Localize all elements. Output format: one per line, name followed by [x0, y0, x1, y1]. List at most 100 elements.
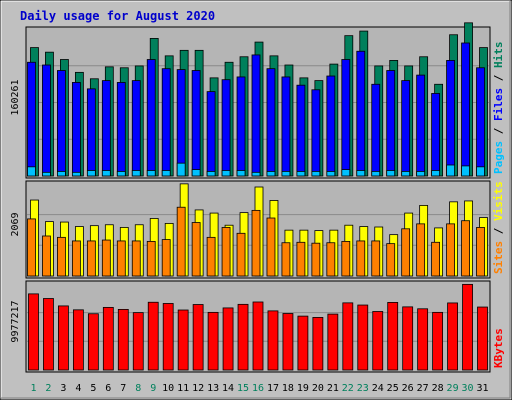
legend-text: /: [492, 121, 505, 141]
bar-pages-24: [371, 171, 381, 177]
bar-files-1: [27, 61, 36, 177]
bar-files-8: [131, 80, 141, 177]
bar-kbytes-7: [117, 308, 129, 371]
x-tick-label: 9: [150, 383, 156, 394]
bar-pages-4: [71, 171, 81, 177]
x-tick-label: 20: [312, 383, 324, 394]
bar-kbytes-8: [132, 312, 144, 371]
x-tick-label: 15: [237, 383, 249, 394]
bar-pages-6: [101, 170, 111, 177]
bar-kbytes-6: [102, 306, 114, 371]
bar-pages-30: [461, 165, 470, 177]
x-tick-label: 13: [207, 383, 219, 394]
bar-files-20: [311, 89, 321, 177]
legend-text: /: [492, 221, 505, 241]
bar-files-21: [326, 75, 336, 177]
bar-files-5: [86, 88, 96, 177]
x-tick-label: 18: [282, 383, 294, 394]
bar-pages-7: [116, 171, 126, 177]
bar-files-28: [431, 93, 441, 177]
bar-kbytes-9: [147, 301, 159, 371]
bar-files-4: [71, 82, 81, 177]
bar-pages-13: [206, 171, 216, 177]
x-tick-label: 31: [476, 383, 488, 394]
bar-sites-23: [356, 240, 366, 277]
x-tick-label: 7: [120, 383, 126, 394]
bar-sites-18: [281, 242, 291, 277]
bar-kbytes-1: [28, 293, 39, 371]
y-max-label: 9977217: [10, 300, 21, 342]
bar-pages-2: [42, 171, 51, 177]
bar-pages-12: [191, 169, 201, 177]
bar-files-15: [236, 76, 246, 177]
x-tick-label: 10: [162, 383, 174, 394]
bar-sites-31: [476, 227, 485, 277]
x-axis-ticks: 1 2 3 4 5 6 7 8 9 10 11 12 13 14 15 16 17 18 19 20 21 22 23 24 2…: [30, 383, 488, 394]
x-tick-label: 17: [267, 383, 279, 394]
bar-pages-3: [57, 171, 66, 177]
bar-sites-13: [206, 236, 216, 277]
bar-kbytes-24: [372, 311, 384, 371]
x-tick-label: 1: [30, 383, 36, 394]
x-tick-label: 4: [75, 383, 81, 394]
bar-kbytes-26: [402, 306, 414, 371]
bar-files-9: [146, 59, 156, 177]
bar-files-25: [386, 70, 396, 177]
legend-text: Pages: [492, 141, 505, 174]
legend-text: /: [492, 68, 505, 88]
bar-pages-1: [27, 166, 36, 177]
bar-files-30: [461, 42, 470, 177]
bar-pages-10: [161, 170, 171, 177]
bar-pages-28: [431, 170, 441, 177]
bar-pages-21: [326, 171, 336, 177]
bar-sites-25: [386, 243, 396, 277]
bar-kbytes-14: [222, 307, 234, 371]
bar-pages-17: [266, 171, 276, 177]
bar-kbytes-19: [297, 315, 309, 371]
bar-pages-18: [281, 171, 291, 177]
bar-sites-17: [266, 217, 276, 277]
bar-files-16: [251, 54, 261, 177]
bar-pages-16: [251, 171, 261, 177]
x-tick-label: 25: [387, 383, 399, 394]
bar-pages-15: [236, 170, 246, 177]
x-tick-label: 5: [90, 383, 96, 394]
bar-pages-29: [446, 164, 455, 177]
bar-files-22: [341, 59, 351, 177]
bar-files-14: [221, 79, 231, 177]
bar-files-11: [176, 69, 186, 177]
bar-files-19: [296, 84, 306, 177]
x-tick-label: 14: [222, 383, 234, 394]
bar-kbytes-12: [192, 304, 204, 371]
bar-kbytes-29: [447, 302, 458, 371]
bar-kbytes-17: [267, 310, 279, 371]
series-legend: Pages / Files / Hits: [492, 42, 505, 175]
x-tick-label: 26: [402, 383, 414, 394]
bar-sites-26: [401, 228, 411, 277]
legend-text: Files: [492, 88, 505, 121]
bar-sites-28: [431, 241, 441, 277]
bar-files-29: [446, 60, 455, 177]
bar-files-2: [42, 64, 51, 177]
x-tick-label: 23: [357, 383, 369, 394]
bar-files-12: [191, 70, 201, 177]
bar-files-6: [101, 80, 111, 177]
x-tick-label: 22: [342, 383, 354, 394]
x-tick-label: 27: [417, 383, 429, 394]
bar-sites-10: [161, 239, 171, 277]
bar-kbytes-28: [432, 311, 444, 371]
bar-sites-22: [341, 240, 351, 277]
bar-kbytes-22: [342, 302, 354, 371]
bar-kbytes-21: [327, 313, 339, 371]
x-tick-label: 6: [105, 383, 111, 394]
bar-files-23: [356, 50, 366, 177]
x-tick-label: 29: [447, 383, 459, 394]
y-max-label: 160261: [10, 79, 21, 115]
bar-sites-3: [57, 236, 66, 277]
legend-text: Sites: [492, 241, 505, 274]
bar-pages-11: [176, 162, 186, 177]
bar-pages-31: [476, 166, 485, 177]
bar-kbytes-15: [237, 303, 249, 371]
series-legend: KBytes: [492, 328, 505, 368]
bar-sites-29: [446, 223, 455, 277]
